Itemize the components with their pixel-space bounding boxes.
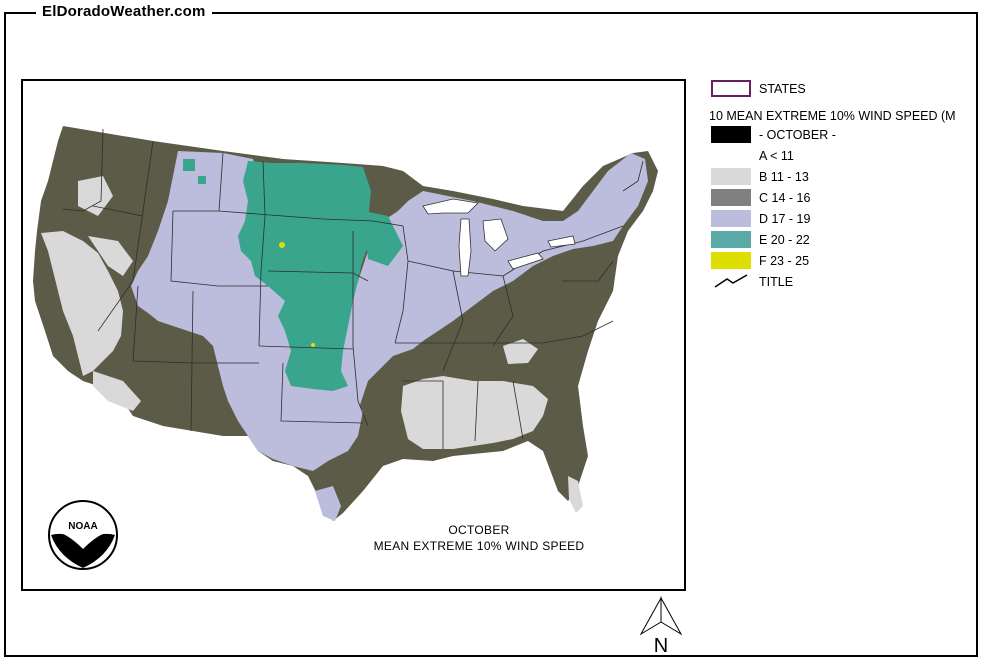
zone-b-gray-socal: [93, 371, 141, 411]
lake-michigan: [458, 218, 472, 277]
outer-frame: [4, 12, 978, 657]
site-title: ElDoradoWeather.com: [36, 3, 212, 20]
zone-b-gray-florida: [568, 476, 583, 513]
legend-states-swatch: [711, 80, 751, 97]
legend-class-f-label: F 23 - 25: [759, 254, 810, 268]
state-boundaries: [62, 128, 644, 449]
lake-superior: [422, 198, 479, 215]
legend-class-d-label: D 17 - 19: [759, 212, 811, 226]
legend-layer-title: 10 MEAN EXTREME 10% WIND SPEED (M: [709, 109, 956, 123]
svg-text:N: N: [654, 635, 668, 656]
zone-b-gray-appalachia: [503, 339, 538, 364]
noaa-logo: NOAA: [48, 500, 118, 570]
us-wind-speed-map: [33, 126, 658, 521]
legend-class-e-label: E 20 - 22: [759, 233, 810, 247]
zone-e-teal-montana-spot: [198, 176, 206, 184]
zone-b-gray-nevada: [88, 236, 133, 276]
caption-line-2: MEAN EXTREME 10% WIND SPEED: [373, 539, 585, 553]
lake-erie: [507, 252, 544, 270]
lake-huron: [482, 218, 509, 252]
lake-ontario: [547, 235, 576, 248]
legend-class-c-swatch: [711, 189, 751, 206]
north-arrow: N: [636, 596, 686, 660]
north-arrow-icon: N: [639, 596, 683, 657]
legend-title-label: TITLE: [759, 275, 794, 289]
legend-class-e-swatch: [711, 231, 751, 248]
zone-d-lavender-south-texas: [315, 486, 341, 521]
legend-states-label: STATES: [759, 82, 806, 96]
title-line-icon: [714, 274, 748, 288]
caption-line-1: OCTOBER: [448, 523, 510, 537]
zone-d-lavender-texas: [238, 393, 363, 471]
zone-b-gray-oregon: [78, 176, 113, 216]
legend-class-b-label: B 11 - 13: [759, 170, 809, 184]
zone-f-yellow-spot-ok: [311, 343, 315, 347]
zone-e-teal-minnesota: [363, 211, 403, 266]
zone-f-yellow-spot-sd: [279, 242, 285, 248]
legend-class-a-label: A < 11: [759, 149, 794, 163]
zone-b-gray-california: [41, 231, 123, 376]
zone-e-teal-plains: [238, 161, 371, 391]
svg-text:NOAA: NOAA: [68, 521, 97, 532]
map-caption: OCTOBER MEAN EXTREME 10% WIND SPEED: [349, 522, 609, 554]
legend-class-b-swatch: [711, 168, 751, 185]
zone-e-teal-nw-montana: [183, 159, 195, 171]
zone-b-gray-southeast: [401, 376, 548, 449]
legend-class-c-label: C 14 - 16: [759, 191, 811, 205]
legend-month-label: - OCTOBER -: [759, 128, 836, 142]
legend-class-d-swatch: [711, 210, 751, 227]
legend-class-a-swatch: [711, 147, 751, 164]
legend-class-f-swatch: [711, 252, 751, 269]
legend-month-swatch: [711, 126, 751, 143]
map-panel: OCTOBER MEAN EXTREME 10% WIND SPEED NOAA: [21, 79, 686, 591]
